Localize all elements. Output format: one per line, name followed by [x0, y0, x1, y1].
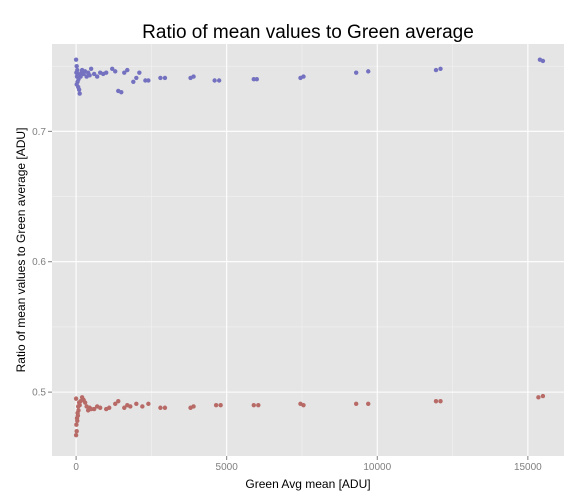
- data-point: [162, 75, 168, 81]
- data-point: [158, 405, 163, 410]
- data-point: [438, 399, 443, 404]
- data-point: [73, 57, 79, 62]
- data-point: [251, 77, 256, 82]
- data-point: [88, 406, 94, 412]
- data-point: [76, 408, 81, 413]
- data-point: [74, 63, 79, 69]
- axis-ticks: 0 5000 10000 15000 0.5 0.6 0.7: [32, 127, 542, 473]
- data-point: [134, 401, 139, 407]
- data-point: [146, 78, 151, 83]
- data-point: [433, 399, 439, 404]
- data-point: [77, 402, 82, 408]
- data-point: [73, 432, 79, 438]
- data-point: [107, 405, 112, 410]
- data-point: [113, 69, 118, 74]
- x-tick-label: 10000: [363, 462, 391, 473]
- x-tick-label: 0: [73, 462, 79, 473]
- y-tick-label: 0.5: [32, 388, 46, 399]
- data-point: [433, 67, 439, 73]
- data-point: [131, 79, 136, 85]
- data-point: [110, 66, 115, 71]
- data-point: [82, 400, 88, 405]
- data-point: [122, 70, 127, 75]
- data-point: [536, 395, 541, 400]
- data-point: [113, 401, 118, 407]
- data-point: [256, 402, 261, 408]
- data-point: [218, 402, 223, 408]
- data-point: [143, 78, 148, 83]
- data-point: [301, 74, 306, 79]
- data-point: [125, 67, 130, 73]
- data-point: [76, 87, 82, 92]
- data-point: [254, 77, 259, 82]
- y-tick-label: 0.6: [32, 257, 46, 268]
- data-point: [104, 70, 109, 75]
- plot-panel: [52, 44, 564, 456]
- data-point: [74, 429, 79, 434]
- data-point: [77, 91, 82, 96]
- data-point: [91, 406, 97, 412]
- data-point: [91, 71, 97, 77]
- data-point: [122, 405, 127, 410]
- data-point: [366, 69, 371, 74]
- data-point: [251, 402, 256, 408]
- data-point: [78, 74, 83, 79]
- data-point: [540, 393, 546, 399]
- y-tick-label: 0.7: [32, 127, 46, 138]
- data-point: [116, 399, 121, 404]
- data-point: [438, 66, 443, 71]
- data-point: [191, 404, 196, 409]
- data-point: [353, 401, 359, 407]
- data-point: [146, 401, 151, 407]
- minor-grid: [52, 44, 564, 456]
- data-point: [366, 401, 371, 407]
- data-point: [137, 70, 142, 75]
- chart-title: Ratio of mean values to Green average: [142, 22, 474, 43]
- data-point: [158, 75, 163, 81]
- data-point: [94, 74, 100, 79]
- data-point: [74, 422, 79, 427]
- data-point: [191, 74, 196, 79]
- major-grid: [52, 44, 564, 456]
- data-point: [119, 90, 124, 95]
- data-point: [88, 66, 94, 71]
- data-point: [540, 58, 546, 64]
- data-point: [140, 404, 145, 409]
- data-point: [97, 405, 103, 410]
- data-point: [216, 78, 222, 83]
- data-point: [87, 73, 92, 78]
- data-point: [353, 70, 359, 75]
- data-point: [134, 75, 139, 81]
- data-point: [162, 405, 168, 410]
- data-point: [212, 78, 217, 83]
- data-points: [73, 57, 546, 438]
- x-tick-label: 5000: [216, 462, 239, 473]
- x-tick-label: 15000: [514, 462, 542, 473]
- data-point: [213, 402, 219, 408]
- data-point: [128, 404, 133, 409]
- data-point: [73, 396, 79, 401]
- x-axis-label: Green Avg mean [ADU]: [245, 477, 370, 491]
- data-point: [301, 402, 306, 408]
- y-axis-label: Ratio of mean values to Green average [A…: [14, 128, 28, 373]
